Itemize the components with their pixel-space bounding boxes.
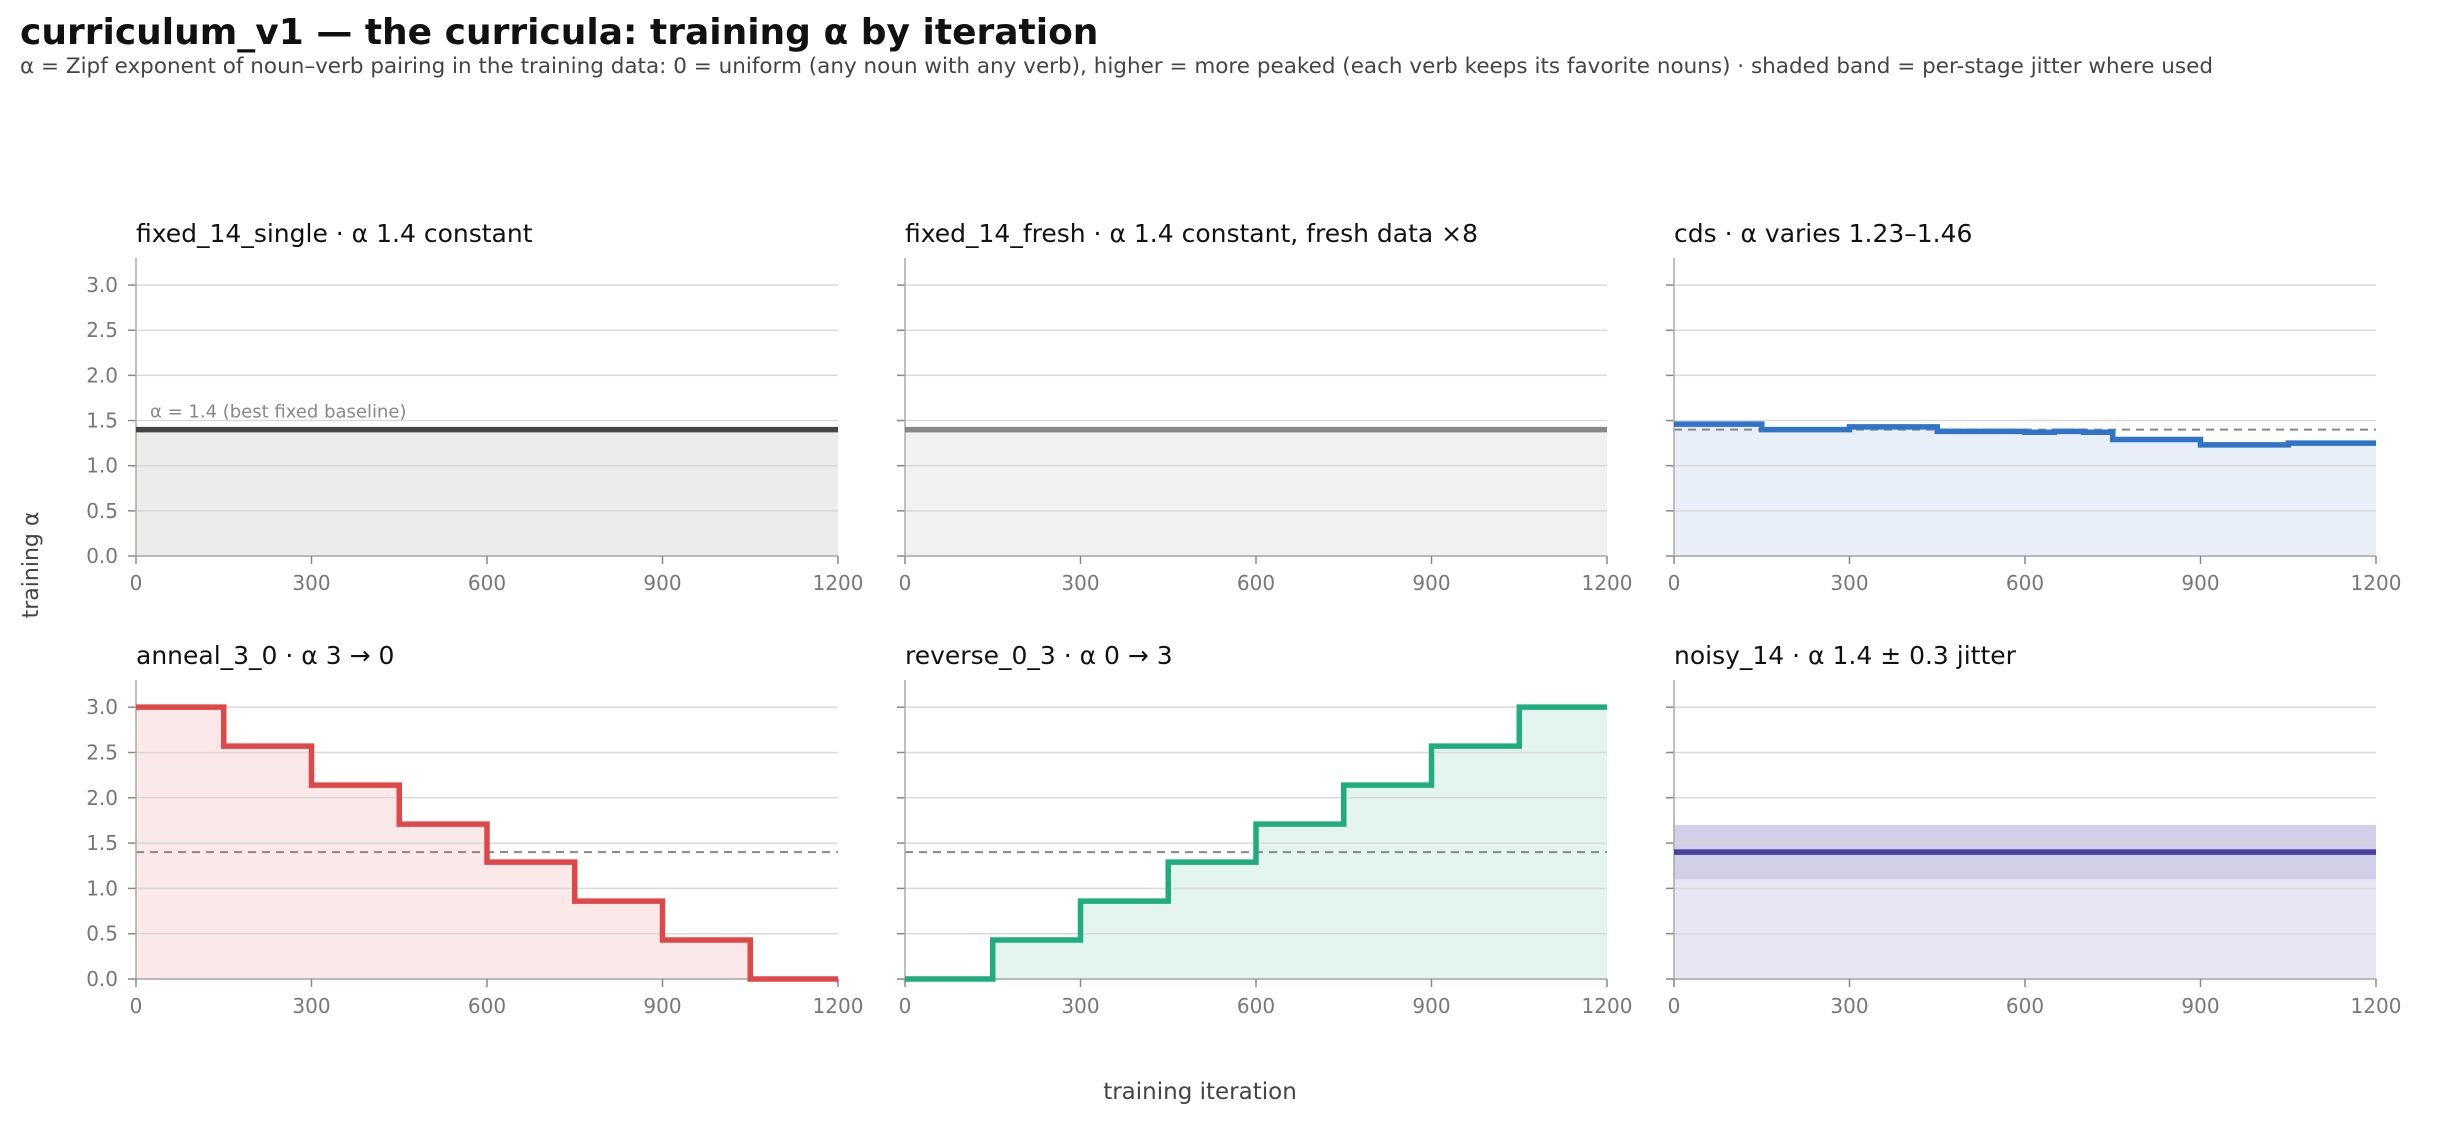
y-tick-label: 0.5 (86, 499, 118, 523)
panel-title: fixed_14_fresh · α 1.4 constant, fresh d… (905, 219, 1478, 248)
x-tick-label: 600 (468, 571, 506, 595)
x-tick-label: 900 (1412, 994, 1450, 1018)
y-tick-label: 0.0 (86, 967, 118, 991)
panel-fixed_14_fresh: fixed_14_fresh · α 1.4 constant, fresh d… (897, 219, 1632, 595)
x-axis-label: training iteration (1103, 1079, 1297, 1105)
y-tick-label: 2.5 (86, 318, 118, 342)
panel-reverse_0_3: reverse_0_3 · α 0 → 3 0 300 600 900 1200 (897, 641, 1632, 1018)
y-axis-label: training α (19, 512, 44, 619)
panel-title: fixed_14_single · α 1.4 constant (136, 219, 533, 248)
y-tick-label: 0.5 (86, 922, 118, 946)
x-tick-label: 300 (292, 571, 330, 595)
y-tick-label: 1.0 (86, 454, 118, 478)
x-tick-label: 900 (2181, 994, 2219, 1018)
series-fill (905, 429, 1607, 556)
x-tick-label: 900 (643, 994, 681, 1018)
x-tick-label: 600 (1237, 571, 1275, 595)
y-tick-label: 1.0 (86, 876, 118, 900)
series-fill (1674, 424, 2376, 556)
panel-title: reverse_0_3 · α 0 → 3 (905, 641, 1173, 670)
y-tick-label: 3.0 (86, 695, 118, 719)
x-tick-label: 900 (1412, 571, 1450, 595)
x-tick-label: 300 (292, 994, 330, 1018)
x-tick-label: 0 (130, 571, 143, 595)
x-tick-label: 600 (468, 994, 506, 1018)
x-tick-label: 600 (2006, 994, 2044, 1018)
x-tick-label: 0 (899, 571, 912, 595)
y-tick-label: 2.0 (86, 786, 118, 810)
figure-subtitle: α = Zipf exponent of noun–verb pairing i… (20, 54, 2213, 79)
x-tick-label: 300 (1830, 994, 1868, 1018)
x-tick-label: 300 (1830, 571, 1868, 595)
x-tick-label: 1200 (813, 994, 864, 1018)
x-tick-label: 0 (1668, 994, 1681, 1018)
series-line-cds (1674, 421, 2376, 448)
x-tick-label: 600 (1237, 994, 1275, 1018)
x-tick-label: 1200 (2351, 994, 2402, 1018)
reference-label: α = 1.4 (best fixed baseline) (150, 402, 407, 423)
x-tick-label: 1200 (1582, 994, 1633, 1018)
x-tick-label: 0 (899, 994, 912, 1018)
series-line-anneal_3_0 (136, 704, 838, 982)
x-tick-label: 1200 (1582, 571, 1633, 595)
x-tick-label: 1200 (813, 571, 864, 595)
x-tick-label: 900 (2181, 571, 2219, 595)
x-tick-label: 600 (2006, 571, 2044, 595)
panel-title: cds · α varies 1.23–1.46 (1674, 219, 1972, 248)
x-tick-label: 0 (130, 994, 143, 1018)
panel-noisy_14: noisy_14 · α 1.4 ± 0.3 jitter 0 300 600 900 1… (1666, 641, 2401, 1018)
series-fill (136, 429, 838, 556)
panel-cds: cds · α varies 1.23–1.46 0 300 600 900 1200 (1666, 219, 2401, 595)
panel-fixed_14_single: fixed_14_single · α 1.4 constant 0.0 0.5 1.… (86, 219, 863, 595)
y-tick-label: 2.5 (86, 740, 118, 764)
x-tick-label: 1200 (2351, 571, 2402, 595)
panel-title: noisy_14 · α 1.4 ± 0.3 jitter (1674, 641, 2017, 670)
y-tick-label: 1.5 (86, 409, 118, 433)
panel-title: anneal_3_0 · α 3 → 0 (136, 641, 394, 670)
x-tick-label: 300 (1061, 994, 1099, 1018)
series-fill (1674, 852, 2376, 979)
y-tick-label: 2.0 (86, 363, 118, 387)
y-tick-label: 3.0 (86, 273, 118, 297)
panel-anneal_3_0: anneal_3_0 · α 3 → 0 0.0 0.5 1.0 1.5 2.0 2.5 3.… (86, 641, 863, 1018)
x-tick-label: 0 (1668, 571, 1681, 595)
y-tick-label: 1.5 (86, 831, 118, 855)
x-tick-label: 900 (643, 571, 681, 595)
y-tick-label: 0.0 (86, 544, 118, 568)
x-tick-label: 300 (1061, 571, 1099, 595)
figure-title: curriculum_v1 — the curricula: training … (20, 12, 1099, 53)
series-line-reverse_0_3 (905, 704, 1607, 982)
